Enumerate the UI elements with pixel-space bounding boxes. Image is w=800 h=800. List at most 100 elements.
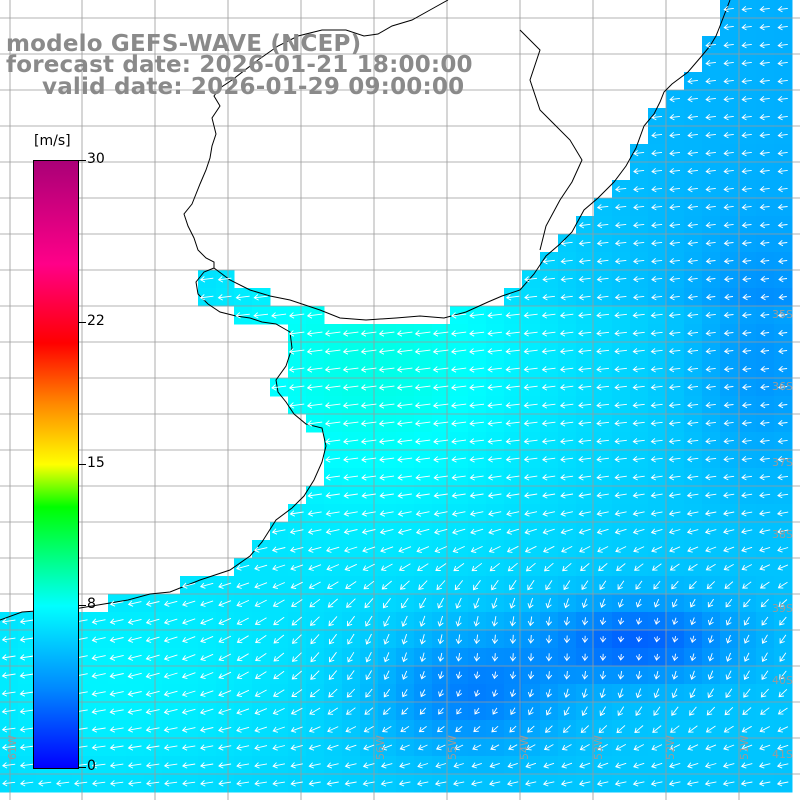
wind-arrow — [597, 744, 608, 751]
wind-arrow — [687, 95, 698, 103]
wind-arrow — [527, 671, 535, 680]
wind-arrow — [632, 366, 645, 373]
wind-arrow — [725, 616, 732, 626]
wind-arrow — [652, 725, 662, 733]
wind-arrow — [541, 348, 556, 355]
wind-arrow — [559, 402, 574, 409]
wind-arrow — [291, 670, 302, 680]
wind-arrow — [741, 492, 753, 499]
wind-arrow — [19, 762, 34, 769]
wind-arrow — [615, 186, 627, 193]
wind-arrow — [687, 131, 698, 139]
wind-arrow — [777, 59, 788, 67]
wind-arrow — [759, 744, 771, 751]
wind-arrow — [686, 510, 699, 517]
wind-arrow — [524, 528, 537, 535]
wind-arrow — [596, 348, 610, 355]
wind-arrow — [653, 706, 661, 716]
wind-arrow — [397, 510, 412, 517]
wind-arrow — [271, 384, 287, 391]
wind-arrow — [669, 113, 680, 121]
wind-arrow — [777, 77, 788, 85]
wind-arrow — [272, 744, 286, 751]
wind-arrow — [307, 420, 323, 427]
wind-arrow — [617, 598, 624, 608]
wind-arrow — [326, 546, 340, 553]
model-title: modelo GEFS-WAVE (NCEP) — [6, 31, 362, 57]
wind-arrow — [92, 780, 106, 787]
wind-arrow — [419, 652, 426, 663]
wind-arrow — [669, 149, 681, 157]
wind-arrow — [361, 492, 376, 499]
wind-arrow — [723, 329, 734, 337]
coastline — [0, 0, 449, 621]
wind-arrow — [217, 276, 232, 283]
wind-arrow — [723, 347, 734, 355]
wind-arrow — [438, 707, 444, 715]
wind-arrow — [324, 384, 341, 391]
wind-arrow — [723, 41, 734, 49]
wind-arrow — [668, 528, 681, 535]
wind-arrow — [273, 616, 285, 626]
wind-arrow — [398, 563, 411, 572]
wind-arrow — [524, 510, 538, 517]
wind-arrow — [671, 580, 679, 590]
wind-arrow — [378, 348, 395, 355]
wind-arrow — [545, 635, 553, 644]
wind-arrow — [597, 762, 609, 769]
latitude-label: 35S — [772, 308, 793, 321]
wind-arrow — [723, 546, 735, 553]
wind-arrow — [614, 402, 627, 409]
latitude-labels: 35S 36S 37S 38S 39S 40S 41S — [772, 308, 793, 761]
wind-arrow — [419, 597, 427, 609]
wind-arrow — [669, 762, 681, 769]
wind-arrow — [741, 185, 752, 193]
wind-arrow — [527, 653, 535, 662]
wind-arrow — [669, 95, 680, 103]
wind-arrow — [199, 708, 214, 715]
wind-arrow — [454, 580, 464, 591]
wind-arrow — [636, 636, 643, 643]
wind-arrow — [596, 204, 609, 211]
wind-arrow — [469, 456, 484, 463]
wind-arrow — [469, 510, 484, 517]
wind-arrow — [724, 706, 734, 716]
wind-arrow — [650, 420, 663, 427]
wind-arrow — [632, 474, 645, 481]
wind-arrow — [414, 348, 431, 355]
wind-arrow — [397, 492, 412, 499]
wind-arrow — [91, 636, 106, 643]
wind-arrow — [438, 689, 444, 698]
wind-arrow — [437, 597, 444, 609]
wind-arrow — [163, 672, 178, 679]
colorbar-tick-mark — [78, 463, 86, 465]
wind-arrow — [473, 616, 480, 627]
wind-arrow — [509, 653, 517, 662]
wind-arrow — [599, 671, 607, 680]
wind-arrow — [455, 726, 463, 733]
wind-arrow — [419, 634, 426, 645]
wind-arrow — [414, 402, 431, 409]
wind-arrow — [524, 276, 538, 283]
wind-arrow — [235, 294, 250, 301]
wind-arrow — [687, 347, 699, 355]
wind-arrow — [581, 617, 589, 626]
wind-arrow — [759, 221, 770, 229]
wind-arrow — [725, 670, 732, 681]
wind-arrow — [614, 312, 627, 319]
wind-arrow — [378, 366, 395, 373]
wind-arrow — [418, 726, 427, 733]
wind-arrow — [342, 330, 359, 337]
wind-arrow — [617, 688, 624, 699]
wind-arrow — [419, 615, 426, 627]
wind-arrow — [686, 456, 699, 463]
wind-arrow — [401, 615, 408, 627]
wind-arrow — [578, 258, 591, 265]
wind-arrow — [650, 312, 663, 319]
wind-arrow — [181, 690, 196, 697]
wind-arrow — [523, 402, 538, 409]
wind-arrow — [218, 744, 232, 751]
wind-arrow — [672, 636, 679, 643]
wind-arrow — [686, 780, 699, 787]
wind-arrow — [670, 725, 680, 733]
